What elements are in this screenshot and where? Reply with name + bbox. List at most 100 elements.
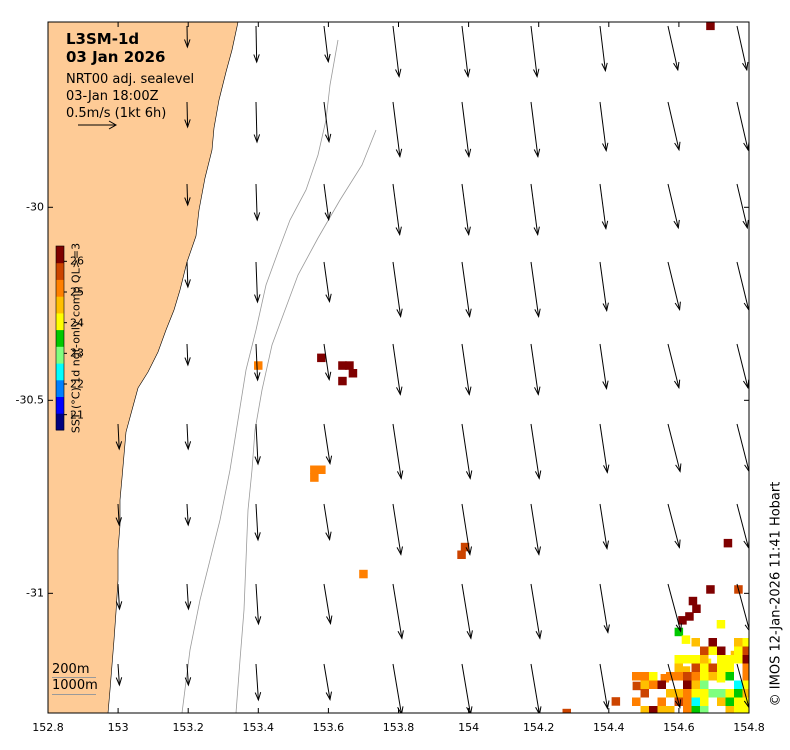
current-arrow	[599, 183, 609, 231]
current-arrow	[599, 101, 609, 153]
current-arrow	[392, 343, 403, 396]
current-arrow	[392, 101, 403, 159]
x-tick-label: 154.2	[522, 721, 555, 734]
x-tick-label: 153.6	[312, 721, 345, 734]
sst-pixel	[700, 689, 709, 698]
colorbar-swatch	[56, 312, 64, 331]
current-arrow	[392, 663, 404, 713]
current-arrow	[461, 183, 471, 237]
sst-pixel	[310, 473, 319, 482]
current-arrow	[115, 503, 122, 527]
current-arrow	[323, 663, 332, 701]
colorbar-swatch	[56, 363, 64, 381]
sst-pixel	[691, 672, 700, 681]
current-arrow	[254, 583, 262, 626]
colorbar-tick-label: 26	[70, 254, 84, 268]
current-arrow	[184, 423, 192, 451]
depth-legend-200m: 200m	[52, 662, 90, 677]
sst-pixel	[691, 697, 700, 706]
sst-pixel	[681, 666, 691, 675]
sst-pixel	[742, 672, 749, 681]
sst-pixel	[734, 646, 743, 655]
current-arrow	[599, 583, 610, 634]
sst-pixel	[700, 697, 709, 706]
sst-pixel	[683, 672, 692, 681]
current-arrow	[184, 101, 191, 129]
current-arrow	[461, 261, 472, 318]
imos-credit: © IMOS 12-Jan-2026 11:41 Hobart	[768, 481, 784, 707]
x-tick-label: 154.6	[663, 721, 695, 734]
colorbar-swatch	[56, 379, 64, 397]
current-arrow	[599, 663, 610, 710]
current-arrow	[530, 101, 541, 159]
current-arrow	[184, 25, 191, 49]
sst-pixel	[700, 655, 709, 664]
current-time-label: 03-Jan 18:00Z	[66, 89, 159, 104]
sst-pixel	[683, 680, 692, 689]
sst-pixel	[632, 697, 641, 706]
sst-pixel	[725, 706, 734, 713]
current-arrow	[253, 101, 261, 144]
sst-pixel	[657, 706, 666, 713]
current-arrow	[667, 663, 682, 709]
current-arrow	[461, 343, 472, 396]
current-arrow	[736, 25, 749, 72]
current-arrow	[184, 503, 191, 527]
x-tick-label: 153	[107, 721, 129, 734]
sst-pixel	[683, 706, 692, 713]
current-arrow	[736, 503, 749, 549]
sst-pixel	[734, 697, 743, 706]
scale-arrow	[78, 120, 118, 130]
current-arrow	[115, 423, 123, 451]
sst-pixel	[742, 655, 749, 664]
sst-pixel	[640, 672, 649, 681]
sst-pixel	[700, 672, 709, 681]
colorbar-swatch	[56, 413, 64, 431]
current-arrow	[736, 183, 749, 230]
current-arrow	[254, 343, 261, 382]
sst-pixel	[683, 689, 692, 698]
current-arrow	[667, 101, 681, 152]
sst-pixel	[717, 646, 726, 655]
current-arrow	[253, 25, 260, 64]
current-arrow	[530, 183, 540, 237]
current-arrow	[667, 503, 681, 549]
current-arrow	[599, 423, 610, 474]
current-arrow	[254, 261, 261, 304]
x-tick-label: 153.2	[172, 721, 204, 734]
sst-pixel	[681, 635, 691, 644]
sst-pixel	[742, 638, 749, 647]
sst-pixel	[742, 689, 749, 698]
current-arrow	[530, 261, 541, 318]
current-arrow	[392, 183, 402, 237]
current-arrow	[392, 503, 403, 556]
current-arrow	[667, 423, 682, 473]
sst-pixel	[742, 680, 749, 689]
sst-pixel	[708, 646, 717, 655]
sst-pixel	[725, 689, 734, 698]
sst-pixel	[674, 663, 683, 672]
date-title: 03 Jan 2026	[66, 48, 166, 66]
sst-pixel	[717, 655, 726, 664]
sst-pixel	[691, 638, 700, 647]
current-arrow	[736, 423, 749, 473]
sst-pixel	[725, 672, 734, 681]
sst-pixel	[717, 663, 726, 672]
colorbar-tick-label: 23	[70, 346, 84, 360]
sst-pixel	[725, 663, 734, 672]
current-arrow	[736, 583, 749, 632]
sst-pixel	[338, 361, 347, 370]
current-arrow	[323, 583, 333, 625]
y-tick-label: -30	[26, 200, 44, 214]
current-arrow	[461, 663, 473, 713]
sst-pixel	[338, 376, 347, 386]
current-arrow	[184, 261, 191, 289]
current-arrow	[667, 261, 681, 312]
sst-pixel	[700, 663, 709, 672]
current-arrow	[254, 663, 262, 702]
current-arrow	[599, 25, 608, 73]
sst-pixel	[359, 569, 368, 579]
current-arrow	[530, 583, 542, 640]
current-arrow	[736, 343, 749, 390]
x-tick-label: 154	[458, 721, 480, 734]
